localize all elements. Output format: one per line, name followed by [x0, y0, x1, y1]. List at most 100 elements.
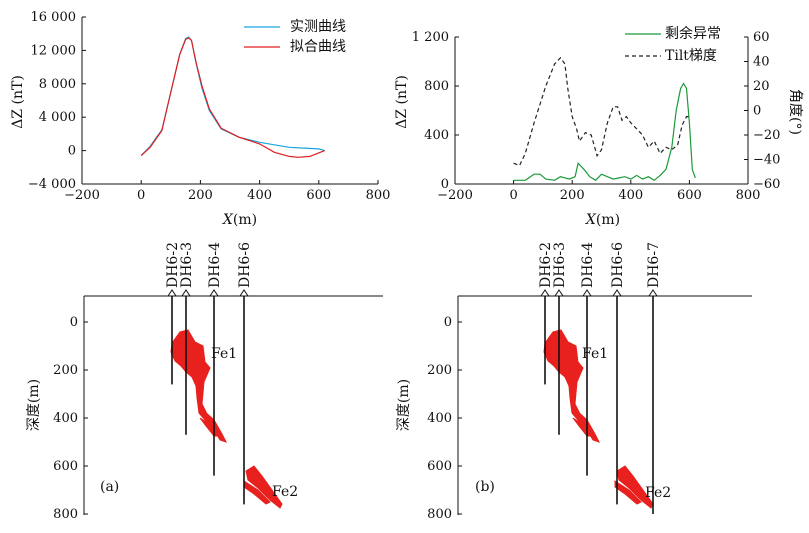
depth-tick-label: 400: [53, 411, 78, 426]
x-tick-label: 0: [509, 188, 517, 203]
chart-left-series: [140, 36, 325, 158]
chart-left-x-axis-label: X(m): [222, 212, 257, 228]
x-tick-label: 200: [560, 188, 585, 203]
depth-tick-label: 600: [427, 459, 452, 474]
chart-left-legend: 实测曲线 拟合曲线: [244, 19, 346, 55]
chart-left-y-axis-label: ΔZ (nT): [10, 75, 26, 129]
drill-hole-label: DH6-2: [538, 242, 554, 288]
section-right-depth-ticks: 0 200 400 600 800: [427, 315, 462, 522]
x-tick-label: 200: [188, 188, 213, 203]
y-tick-label: 400: [424, 128, 449, 143]
collar-triangle-icon: [239, 289, 249, 297]
chart-left-x-axis-var: X: [222, 212, 234, 228]
y2-tick-label: −40: [753, 153, 780, 168]
collar-triangle-icon: [167, 289, 177, 297]
collar-triangle-icon: [582, 289, 592, 297]
chart-right-x-axis-unit: (m): [596, 212, 620, 228]
collar-triangle-icon: [648, 289, 658, 297]
chart-left-axes: [81, 17, 378, 185]
drill-hole-label: DH6-3: [179, 242, 195, 288]
y-tick-label: 1 200: [412, 30, 449, 45]
drill-hole: DH6-2: [165, 242, 181, 385]
drill-hole: DH6-2: [538, 242, 554, 385]
drill-hole: DH6-4: [207, 242, 223, 476]
depth-tick-label: 800: [427, 507, 452, 522]
x-tick-label: 800: [366, 188, 391, 203]
legend-label-residual: 剩余异常: [665, 25, 721, 42]
y-tick-label: 0: [441, 177, 449, 192]
x-tick-label: 600: [306, 188, 331, 203]
drill-hole-label: DH6-2: [165, 242, 181, 288]
orebody-label-fe1: Fe1: [582, 346, 608, 362]
series-line-1: [513, 56, 690, 167]
y-tick-label: 12 000: [31, 43, 77, 58]
chart-left: −200 0 200 400 600 800 −4 000 0 4 000 8 000 12 000…: [10, 10, 390, 228]
depth-tick-label: 0: [70, 315, 78, 330]
x-tick-label: −200: [437, 188, 473, 203]
drill-hole: DH6-6: [610, 242, 626, 505]
collar-triangle-icon: [554, 289, 564, 297]
depth-tick-label: 800: [53, 507, 78, 522]
y-tick-label: 16 000: [31, 10, 77, 25]
drill-hole-label: DH6-4: [580, 242, 596, 288]
drill-hole-label: DH6-6: [610, 242, 626, 288]
depth-tick-label: 200: [53, 363, 78, 378]
panel-tag-a: (a): [100, 479, 119, 495]
drill-hole: DH6-6: [237, 242, 253, 505]
section-right-y-axis-label: 深度(m): [396, 379, 412, 431]
chart-left-ticks: −200 0 200 400 600 800 −4 000 0 4 000 8 000 12 000…: [28, 10, 391, 203]
y-tick-label: −4 000: [28, 177, 76, 192]
legend-label-measured: 实测曲线: [290, 19, 346, 35]
drill-hole: DH6-4: [580, 242, 596, 476]
orebody-label-fe1: Fe1: [211, 346, 237, 362]
panel-tag-b: (b): [475, 479, 495, 495]
drill-hole: DH6-7: [646, 242, 662, 514]
x-tick-label: 600: [677, 188, 702, 203]
section-left-depth-ticks: 0 200 400 600 800: [53, 315, 88, 522]
y-tick-label: 0: [68, 144, 76, 159]
chart-right-y2-axis-label: 角度(°): [787, 89, 803, 135]
x-tick-label: 400: [247, 188, 272, 203]
drill-hole: DH6-3: [179, 242, 195, 435]
y-tick-label: 4 000: [39, 110, 76, 125]
y2-tick-label: 20: [753, 79, 770, 94]
legend-label-fitted: 拟合曲线: [290, 39, 346, 55]
y2-tick-label: 60: [753, 30, 770, 45]
orebody-fe2: [614, 465, 654, 509]
depth-tick-label: 600: [53, 459, 78, 474]
x-tick-label: 800: [736, 188, 761, 203]
y2-tick-label: −60: [753, 177, 780, 192]
x-tick-label: 0: [137, 188, 145, 203]
y2-tick-label: 40: [753, 55, 770, 70]
y2-tick-label: 0: [753, 104, 761, 119]
orebody-label-fe2: Fe2: [272, 484, 298, 500]
collar-triangle-icon: [181, 289, 191, 297]
legend-label-tilt: Tilt梯度: [665, 48, 717, 64]
y2-tick-label: −20: [753, 128, 780, 143]
chart-right-y-axis-label: ΔZ (nT): [394, 75, 410, 129]
drill-hole-label: DH6-4: [207, 242, 223, 288]
x-tick-label: 400: [618, 188, 643, 203]
chart-right-x-axis-var: X: [585, 212, 597, 228]
collar-triangle-icon: [612, 289, 622, 297]
chart-right-legend: 剩余异常 Tilt梯度: [625, 25, 721, 64]
depth-tick-label: 200: [427, 363, 452, 378]
drill-hole: DH6-3: [552, 242, 568, 435]
y-tick-label: 8 000: [39, 77, 76, 92]
collar-triangle-icon: [209, 289, 219, 297]
series-line-1: [140, 37, 325, 158]
orebody-label-fe2: Fe2: [645, 485, 671, 501]
series-line-0: [513, 82, 696, 182]
chart-left-x-axis-unit: (m): [233, 212, 257, 228]
drill-hole-label: DH6-6: [237, 242, 253, 288]
chart-right-x-axis-label: X(m): [585, 212, 620, 228]
drill-hole-label: DH6-3: [552, 242, 568, 288]
chart-right-series: [513, 56, 696, 182]
